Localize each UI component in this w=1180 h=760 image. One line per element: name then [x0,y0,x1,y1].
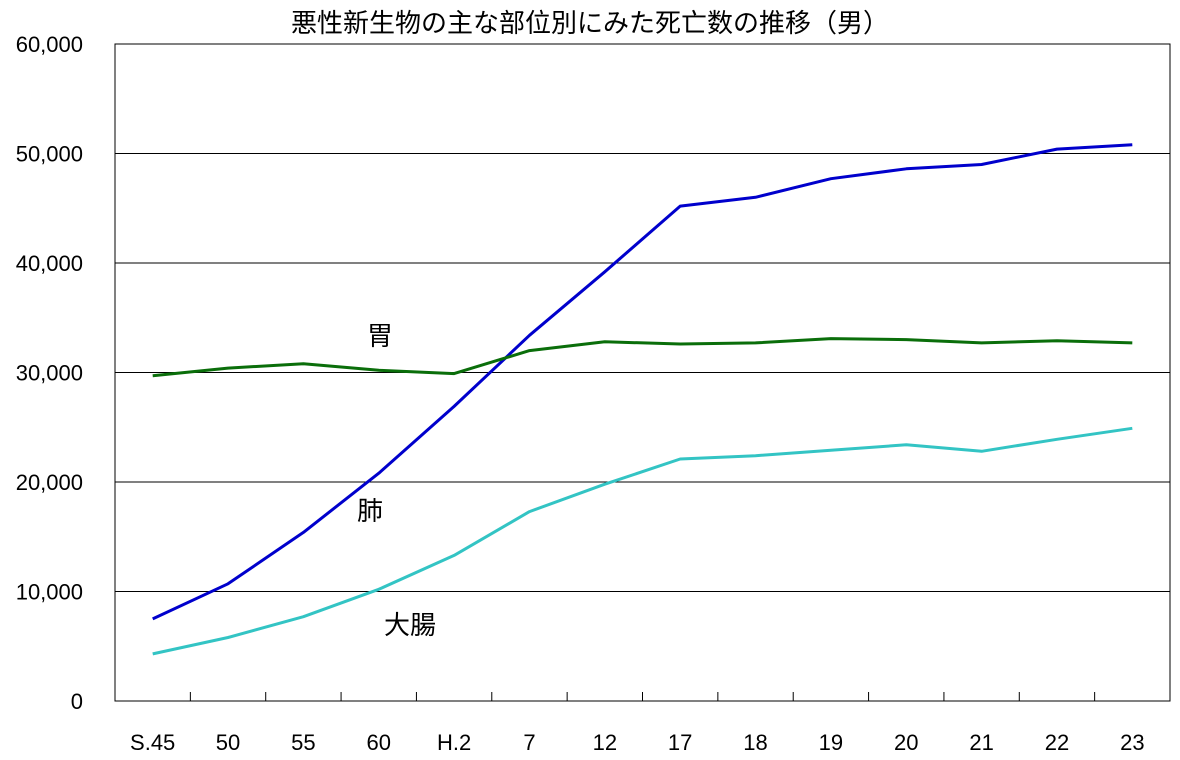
x-tick-label: 7 [523,730,535,755]
series-label-0: 肺 [357,497,383,527]
x-tick-label: 17 [668,730,692,755]
series-lines [152,143,1133,656]
x-tick-label: H.2 [437,730,471,755]
x-tick-label: 20 [894,730,918,755]
x-tick-label: S.45 [130,730,175,755]
y-tick-label: 20,000 [16,470,83,495]
x-tick-label: 50 [216,730,240,755]
series-label-1: 胃 [367,322,393,352]
x-tick-label: 60 [367,730,391,755]
series-label-2: 大腸 [384,611,436,641]
x-tick-label: 19 [819,730,843,755]
x-tick-label: 12 [593,730,617,755]
chart-title: 悪性新生物の主な部位別にみた死亡数の推移（男） [291,9,889,39]
y-tick-label: 50,000 [16,142,83,167]
gridlines [115,153,1170,592]
series-line-1 [152,337,1133,378]
y-tick-label: 0 [71,689,83,714]
x-tick-label: 21 [969,730,993,755]
series-labels: 肺 胃大腸 [357,322,436,641]
axes: 0 10,000 20,000 30,000 40,000 50,000 60,000 S.4… [16,32,1171,755]
x-tick-label: 23 [1120,730,1144,755]
x-tick-label: 18 [743,730,767,755]
y-tick-label: 30,000 [16,361,83,386]
y-tick-label: 60,000 [16,32,83,57]
x-tick-label: 22 [1045,730,1069,755]
x-tick-label: 55 [291,730,315,755]
series-line-0 [152,143,1133,621]
series-line-2 [152,426,1133,656]
y-tick-label: 40,000 [16,251,83,276]
y-tick-label: 10,000 [16,580,83,605]
